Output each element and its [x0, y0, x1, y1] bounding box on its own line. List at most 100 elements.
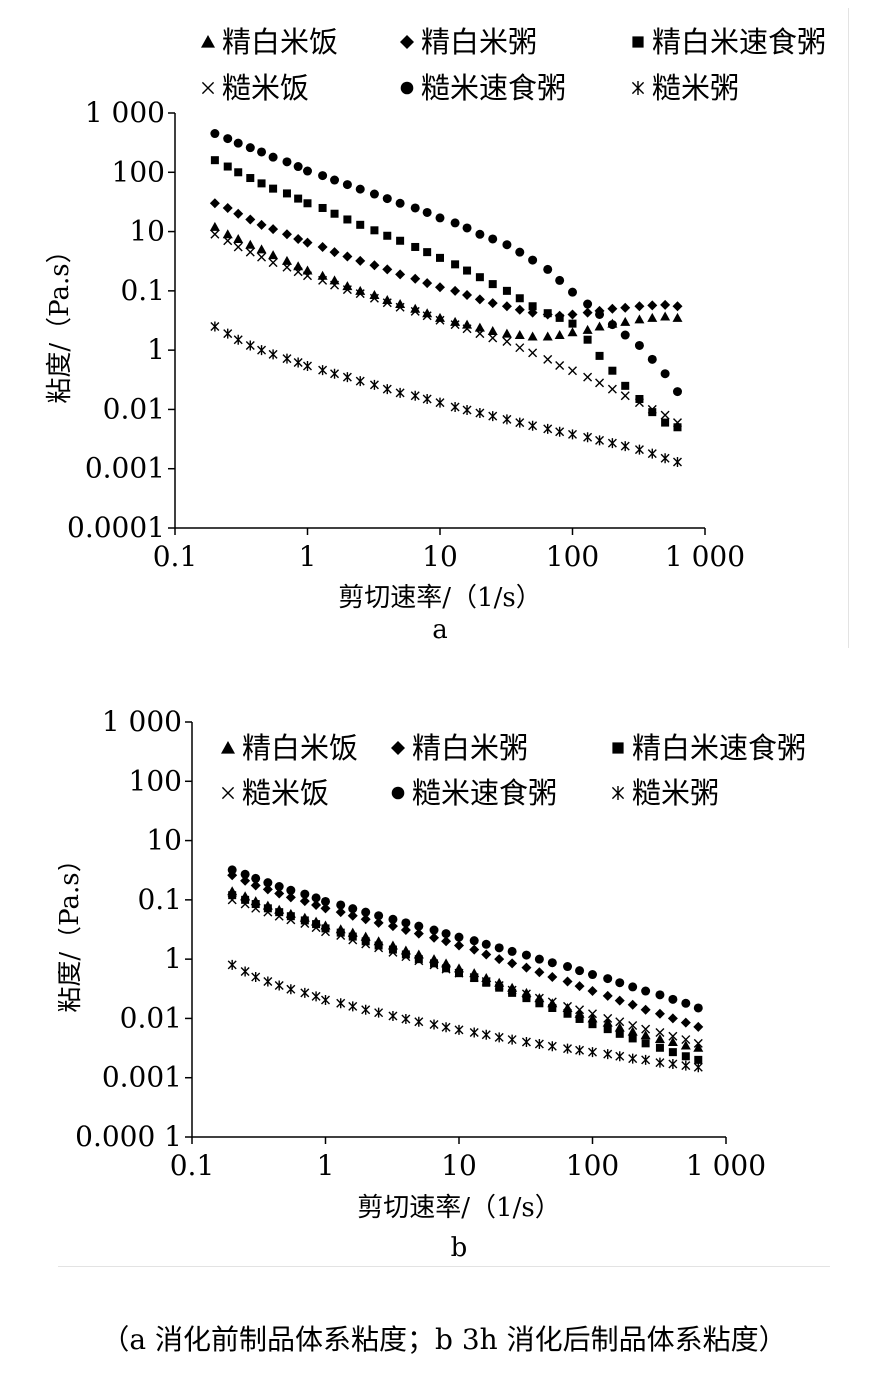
legend-label: 精白米饭	[242, 731, 358, 765]
data-point	[422, 308, 433, 318]
data-point	[527, 331, 538, 341]
data-point	[274, 911, 284, 921]
legend-label: 糙米饭	[222, 71, 309, 105]
data-point	[555, 275, 565, 285]
data-point	[681, 1052, 690, 1061]
data-point	[257, 179, 266, 188]
y-tick-label: 0.1	[120, 274, 165, 307]
data-point	[562, 976, 573, 987]
data-point	[607, 384, 617, 394]
y-tick-label: 10	[129, 215, 165, 248]
data-point	[501, 301, 512, 312]
data-point	[450, 285, 461, 296]
data-point	[681, 1060, 691, 1071]
data-point	[543, 423, 553, 434]
legend-entry: 精白米饭	[201, 25, 338, 59]
data-point	[528, 348, 538, 358]
data-point	[274, 881, 284, 891]
data-point	[422, 393, 432, 404]
legend-label: 糙米粥	[652, 71, 739, 105]
data-point	[435, 213, 445, 223]
x-axis-title: 剪切速率/（1/s）	[338, 583, 541, 613]
data-point	[469, 936, 479, 946]
data-point	[410, 390, 420, 401]
legend-label: 糙米速食粥	[421, 71, 566, 105]
data-point	[668, 1031, 678, 1041]
data-point	[286, 915, 296, 925]
data-point	[602, 1017, 613, 1027]
data-point	[634, 301, 645, 312]
data-point	[575, 1014, 584, 1023]
data-point	[414, 1016, 424, 1027]
data-point	[521, 1037, 531, 1048]
data-point	[488, 234, 498, 244]
data-point	[293, 267, 303, 277]
data-point	[475, 329, 485, 339]
data-point	[641, 1039, 650, 1048]
data-point	[554, 330, 565, 340]
data-point	[647, 354, 657, 364]
legend-entry: 精白米速食粥	[612, 731, 806, 765]
y-tick-label: 0.0001	[67, 511, 165, 544]
y-tick-label: 0.001	[102, 1061, 182, 1094]
data-point	[374, 911, 384, 921]
data-point	[608, 366, 617, 375]
data-point	[330, 368, 340, 379]
data-point	[482, 978, 491, 987]
x-tick-label: 1	[299, 540, 317, 573]
data-point	[395, 198, 405, 208]
data-point	[369, 379, 379, 390]
data-point	[568, 429, 577, 440]
data-point	[269, 184, 278, 193]
data-point	[641, 986, 651, 996]
data-point	[515, 343, 525, 353]
data-point	[429, 1019, 439, 1030]
data-point	[256, 244, 267, 254]
data-point	[534, 993, 544, 1003]
data-point	[607, 320, 617, 330]
series-asterisk	[227, 959, 703, 1073]
data-point	[374, 943, 384, 953]
data-point	[514, 330, 525, 340]
legend-marker-circle	[391, 786, 405, 800]
legend-marker-diamond	[400, 35, 414, 49]
legend-label: 精白米粥	[412, 731, 528, 765]
data-point	[355, 255, 366, 266]
data-point	[400, 925, 411, 936]
data-point	[521, 950, 531, 960]
data-point	[494, 980, 504, 990]
data-point	[401, 1013, 411, 1024]
x-axis-title: 剪切速率/（1/s）	[357, 1193, 560, 1223]
data-point	[543, 309, 552, 318]
data-point	[462, 290, 473, 301]
data-point	[454, 1024, 464, 1035]
data-point	[469, 1027, 479, 1038]
data-point	[502, 286, 511, 295]
data-point	[388, 945, 397, 954]
data-point	[547, 997, 557, 1007]
x-tick-label: 10	[441, 1149, 477, 1182]
data-point	[401, 918, 411, 928]
data-point	[469, 944, 480, 955]
data-point	[382, 384, 392, 395]
y-axis-title: 粘度/（Pa.s）	[45, 237, 75, 403]
data-point	[620, 391, 630, 401]
data-point	[360, 914, 371, 925]
data-point	[318, 171, 328, 181]
data-point	[603, 1025, 612, 1034]
data-point	[369, 293, 379, 303]
data-point	[228, 891, 237, 900]
data-point	[587, 986, 598, 997]
data-point	[348, 935, 358, 945]
data-point	[336, 998, 346, 1009]
panel-label: b	[451, 1233, 468, 1263]
data-point	[441, 929, 451, 939]
legend-marker-square	[612, 742, 624, 754]
data-point	[282, 353, 292, 364]
data-point	[635, 394, 644, 403]
data-point	[300, 889, 310, 899]
data-point	[251, 903, 261, 913]
data-point	[475, 229, 485, 239]
data-point	[382, 295, 393, 305]
data-point	[227, 865, 237, 875]
